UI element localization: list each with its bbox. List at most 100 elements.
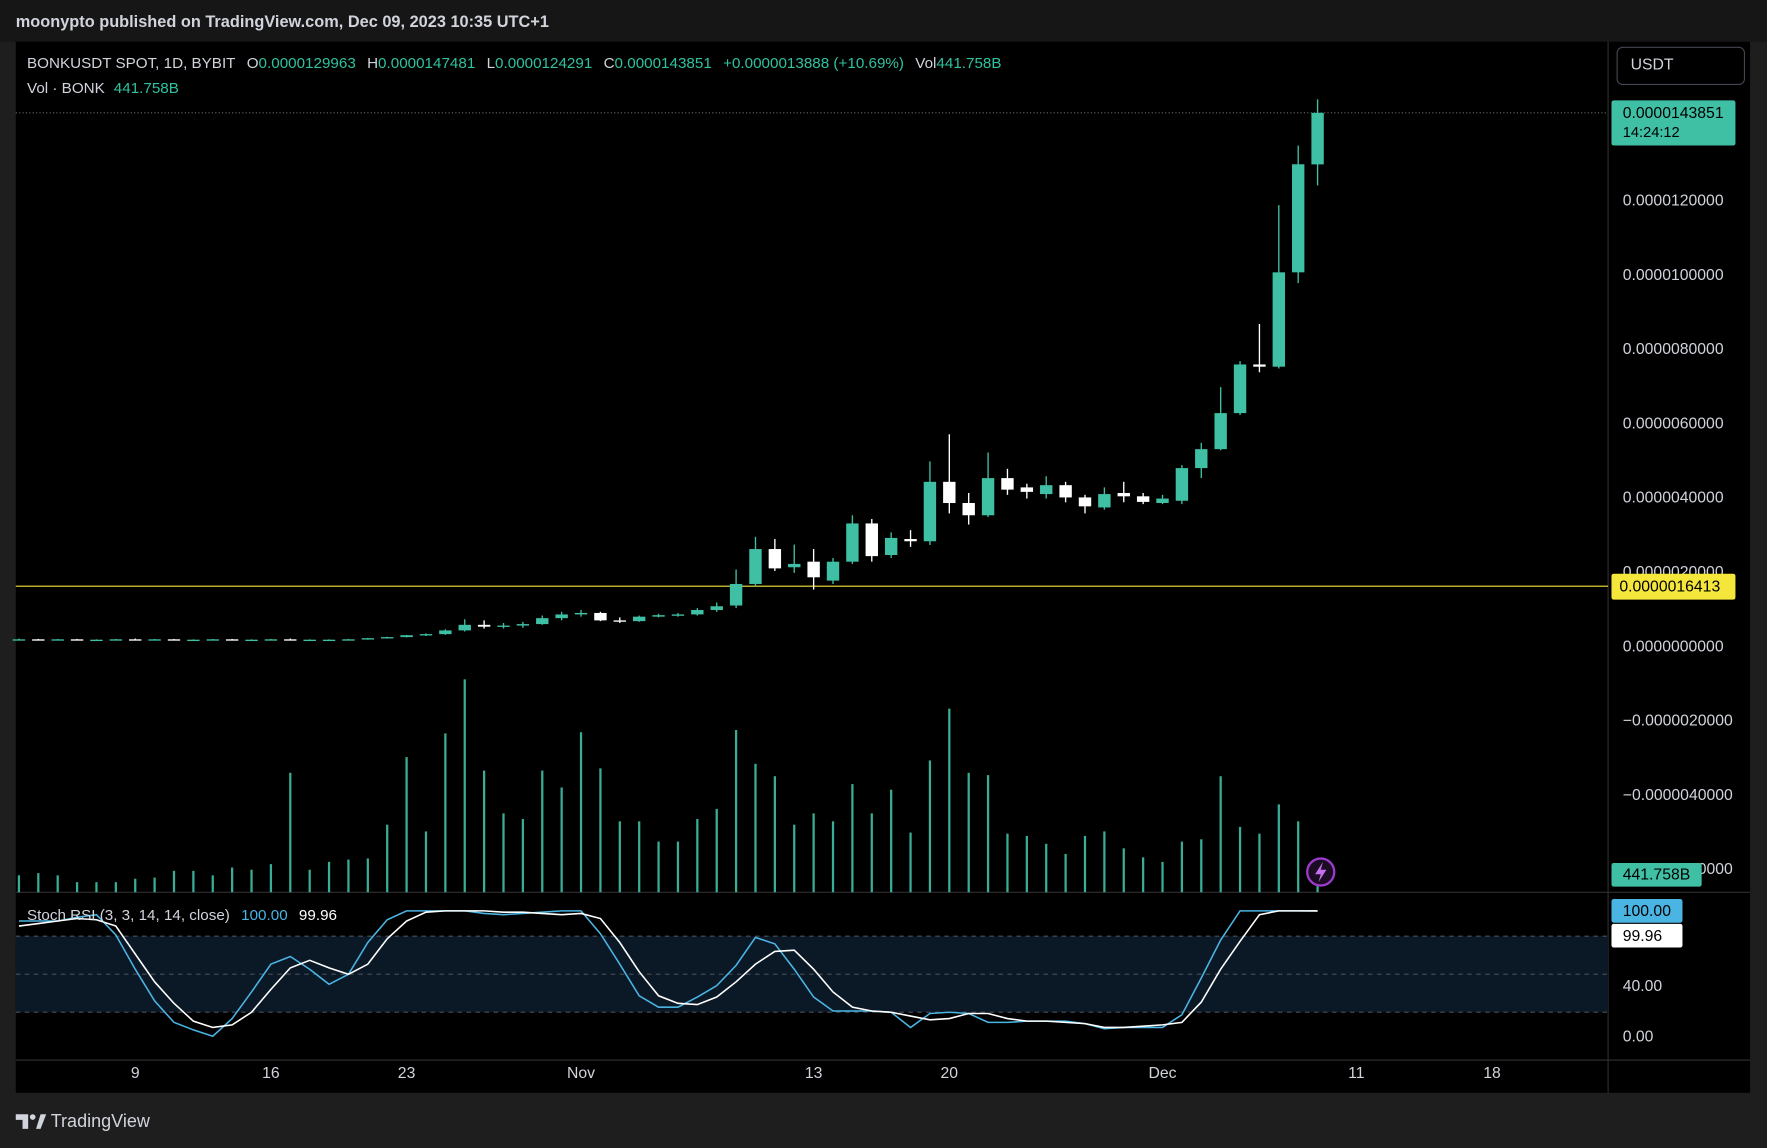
stoch-k-value: 100.00 [241,907,288,924]
candle-body [1020,487,1034,492]
volume-bar [95,882,98,893]
stoch-line [18,910,1318,1029]
stoch-d-value: 99.96 [299,907,337,924]
volume-bar [579,732,583,893]
candle-body [342,639,355,641]
candle-body [923,481,937,542]
alert-icon[interactable] [1306,857,1336,887]
candle-body [826,561,840,581]
volume-bar [1122,848,1125,893]
volume-bar [1142,857,1145,893]
y-tick-label: 40.00 [1623,978,1663,995]
y-tick-label: 0.0000100000 [1623,267,1724,284]
close-prefix: C [604,55,615,72]
stoch-line [18,910,1318,1038]
y-tick-label: 0.0000040000 [1623,490,1724,507]
candle-body [1292,164,1305,273]
vol-prefix: Vol [915,55,936,72]
candle-body [807,561,820,578]
volume-label: 441.758B [1623,867,1691,884]
alert-bolt[interactable] [1315,861,1327,883]
volume-bar [638,821,641,893]
candle-body [497,625,510,627]
chart-area [15,41,1751,1093]
candle-body [51,639,64,641]
candle-body [884,537,898,556]
volume-bar [308,869,311,893]
logo-t [15,1114,29,1129]
candle-body [788,563,801,568]
volume-bar [909,832,912,893]
y-tick-label: −0.0000040000 [1623,787,1733,804]
candle-body [439,630,452,635]
candle-body [904,539,917,542]
volume-bar [1219,776,1222,893]
volume-bar [851,784,854,893]
y-tick-label: 0.0000080000 [1623,341,1724,358]
candle-body [536,618,549,625]
candle-body [516,624,530,626]
open-prefix: O [247,55,259,72]
candle-body [1175,468,1189,501]
x-tick-label: Dec [1148,1065,1176,1082]
volume-bar [793,824,796,893]
stoch-value-box [1611,899,1683,923]
candle-body [652,615,665,617]
candle-body [1311,112,1324,165]
volume-bar [211,875,214,893]
volume-bar [1297,821,1300,893]
candle-body [12,639,26,641]
candle-body [322,639,336,642]
volume-bar [696,819,699,893]
hline-box [1611,573,1736,600]
y-tick-label: 0.0000120000 [1623,193,1724,210]
candle-body [749,549,762,584]
candle-body [90,639,103,642]
x-tick-label: 20 [941,1065,959,1082]
volume-bar [1083,835,1087,893]
candle-body [400,635,413,638]
volume-bar [1258,833,1261,893]
volume-bar [715,808,718,893]
volume-bar [1180,841,1184,893]
candle-body [594,612,607,621]
volume-bar [521,819,525,893]
y-tick-label: 0.0000000000 [1623,638,1724,655]
currency-button[interactable] [1616,46,1746,86]
candle-body [671,614,685,616]
y-tick-label: 0.00 [1623,1029,1654,1046]
volume-bar [657,841,660,893]
candle-body [729,583,743,606]
volume-bar [541,770,544,893]
volume-bar [17,875,21,893]
x-tick-label: 23 [398,1065,416,1082]
stoch-value-box [1611,923,1683,948]
candle-body [1253,364,1266,367]
logo-dot [29,1114,36,1120]
candle-body [1059,485,1072,498]
volume-bar [463,679,466,893]
candle-body [574,612,588,615]
candle-body [264,639,278,641]
volume-bar [1161,861,1164,893]
candle-body [1272,272,1286,367]
volume-bar [870,813,873,893]
volume-bar [56,875,59,893]
brand: TradingView [15,1111,151,1131]
x-tick-label: 9 [131,1065,140,1082]
candle-body [1195,449,1208,469]
close-value: 0.0000143851 [615,55,712,72]
volume-bar [114,882,117,893]
candle-body [303,639,316,642]
candle-body [284,639,297,641]
vol-value: 441.758B [936,55,1001,72]
volume-bar [734,730,738,893]
currency-label[interactable]: USDT [1631,57,1674,74]
candle-body [70,639,84,641]
candle-body [768,549,782,569]
volume-bar [269,864,273,893]
volume-bar [134,878,137,893]
volume-bar [986,775,990,893]
volume-bar [192,870,195,893]
